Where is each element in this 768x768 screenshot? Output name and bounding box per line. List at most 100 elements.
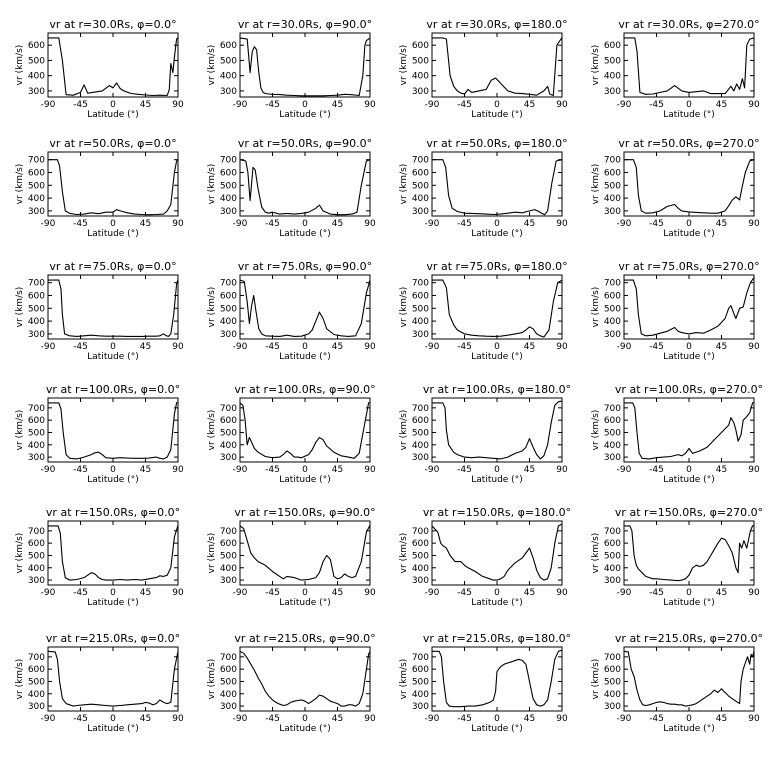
x-tick-label: 45	[140, 714, 151, 724]
x-tick-label: 0	[302, 219, 308, 229]
x-tick-label: -45	[649, 714, 664, 724]
y-tick-label: 600	[220, 291, 237, 301]
y-tick-label: 300	[412, 576, 429, 586]
plot-frame	[623, 274, 755, 340]
y-tick-label: 300	[28, 87, 45, 97]
y-tick-label: 500	[28, 181, 45, 191]
y-tick-label: 500	[28, 304, 45, 314]
y-tick-label: 500	[28, 677, 45, 687]
y-tick-label: 500	[220, 56, 237, 66]
x-axis-label: Latitude (°)	[471, 598, 522, 608]
x-axis-label: Latitude (°)	[663, 229, 714, 239]
y-axis-label: vr (km/s)	[15, 410, 25, 451]
y-tick-label: 400	[412, 441, 429, 451]
plot-frame	[239, 520, 371, 586]
y-tick-label: 300	[220, 576, 237, 586]
x-tick-label: -45	[73, 465, 88, 475]
y-tick-label: 500	[604, 677, 621, 687]
x-tick-label: 0	[302, 465, 308, 475]
y-tick-label: 400	[412, 564, 429, 574]
panel-20: vr at r=215.0Rs, φ=0.0° -90 -45 0 45 90 300 400…	[15, 632, 184, 734]
panel-3: vr at r=30.0Rs, φ=270.0° -90 -45 0 45 90 300 40…	[591, 18, 760, 120]
plot-frame	[47, 151, 179, 217]
x-tick-label: -90	[41, 588, 56, 598]
x-tick-label: 45	[716, 714, 727, 724]
x-tick-label: 90	[172, 100, 184, 110]
y-tick-label: 700	[604, 653, 621, 663]
x-tick-label: 45	[140, 219, 151, 229]
x-tick-label: 0	[686, 588, 692, 598]
x-tick-label: 0	[494, 588, 500, 598]
x-tick-label: 0	[686, 714, 692, 724]
panel-title: vr at r=215.0Rs, φ=0.0°	[46, 632, 180, 645]
panel-title: vr at r=150.0Rs, φ=90.0°	[234, 506, 375, 519]
x-tick-label: 90	[172, 588, 184, 598]
y-tick-label: 700	[412, 156, 429, 166]
x-tick-label: 0	[302, 714, 308, 724]
panel-title: vr at r=50.0Rs, φ=0.0°	[49, 137, 176, 150]
panel-title: vr at r=75.0Rs, φ=0.0°	[49, 260, 176, 273]
y-tick-label: 600	[412, 168, 429, 178]
x-tick-label: -45	[649, 342, 664, 352]
vr-profile-line	[624, 524, 755, 582]
y-tick-label: 300	[412, 330, 429, 340]
x-axis-label: Latitude (°)	[471, 352, 522, 362]
x-tick-label: 45	[332, 714, 343, 724]
x-tick-label: -90	[617, 465, 632, 475]
x-tick-label: 90	[172, 219, 184, 229]
vr-profile-line	[624, 401, 755, 460]
panel-12: vr at r=100.0Rs, φ=0.0° -90 -45 0 45 90 300 400…	[15, 383, 184, 485]
x-tick-label: 0	[494, 465, 500, 475]
x-tick-label: 45	[716, 100, 727, 110]
y-tick-label: 500	[412, 304, 429, 314]
x-tick-label: 90	[364, 100, 376, 110]
x-tick-label: 90	[364, 342, 376, 352]
x-tick-label: -45	[73, 219, 88, 229]
x-axis-label: Latitude (°)	[87, 352, 138, 362]
panel-1: vr at r=30.0Rs, φ=90.0° -90 -45 0 45 90 300 400…	[207, 18, 376, 120]
y-tick-label: 500	[604, 428, 621, 438]
x-tick-label: 0	[686, 219, 692, 229]
y-tick-label: 600	[28, 539, 45, 549]
x-axis-label: Latitude (°)	[471, 724, 522, 734]
x-axis-label: Latitude (°)	[279, 229, 330, 239]
vr-profile-line	[624, 37, 755, 95]
vr-profile-line	[239, 401, 371, 459]
y-tick-label: 600	[604, 168, 621, 178]
y-tick-label: 500	[28, 551, 45, 561]
panel-title: vr at r=215.0Rs, φ=270.0°	[615, 632, 763, 645]
y-axis-label: vr (km/s)	[207, 533, 217, 574]
y-tick-label: 500	[604, 56, 621, 66]
y-tick-label: 300	[28, 453, 45, 463]
y-tick-label: 700	[220, 653, 237, 663]
panel-title: vr at r=75.0Rs, φ=270.0°	[618, 260, 759, 273]
y-tick-label: 400	[412, 72, 429, 82]
x-tick-label: 45	[524, 588, 535, 598]
y-tick-label: 400	[604, 690, 621, 700]
x-tick-label: -45	[649, 588, 664, 598]
x-tick-label: 45	[524, 100, 535, 110]
x-tick-label: 45	[332, 342, 343, 352]
y-tick-label: 300	[604, 576, 621, 586]
y-tick-label: 500	[604, 551, 621, 561]
vr-profile-line	[47, 650, 179, 707]
vr-profile-line	[48, 279, 179, 337]
y-tick-label: 500	[220, 304, 237, 314]
x-tick-label: -90	[425, 100, 440, 110]
y-tick-label: 300	[604, 87, 621, 97]
x-tick-label: 90	[556, 714, 568, 724]
y-tick-label: 300	[28, 702, 45, 712]
panel-4: vr at r=50.0Rs, φ=0.0° -90 -45 0 45 90 300 400 5…	[15, 137, 184, 239]
panel-21: vr at r=215.0Rs, φ=90.0° -90 -45 0 45 90 300 40…	[207, 632, 376, 734]
y-tick-label: 400	[604, 441, 621, 451]
vr-profile-line	[239, 525, 371, 581]
x-axis-label: Latitude (°)	[279, 475, 330, 485]
panel-title: vr at r=100.0Rs, φ=180.0°	[423, 383, 571, 396]
y-axis-label: vr (km/s)	[15, 287, 25, 328]
panel-title: vr at r=75.0Rs, φ=180.0°	[426, 260, 567, 273]
y-tick-label: 500	[604, 304, 621, 314]
y-tick-label: 600	[28, 665, 45, 675]
y-tick-label: 400	[220, 317, 237, 327]
x-tick-label: -45	[457, 588, 472, 598]
x-axis-label: Latitude (°)	[87, 475, 138, 485]
